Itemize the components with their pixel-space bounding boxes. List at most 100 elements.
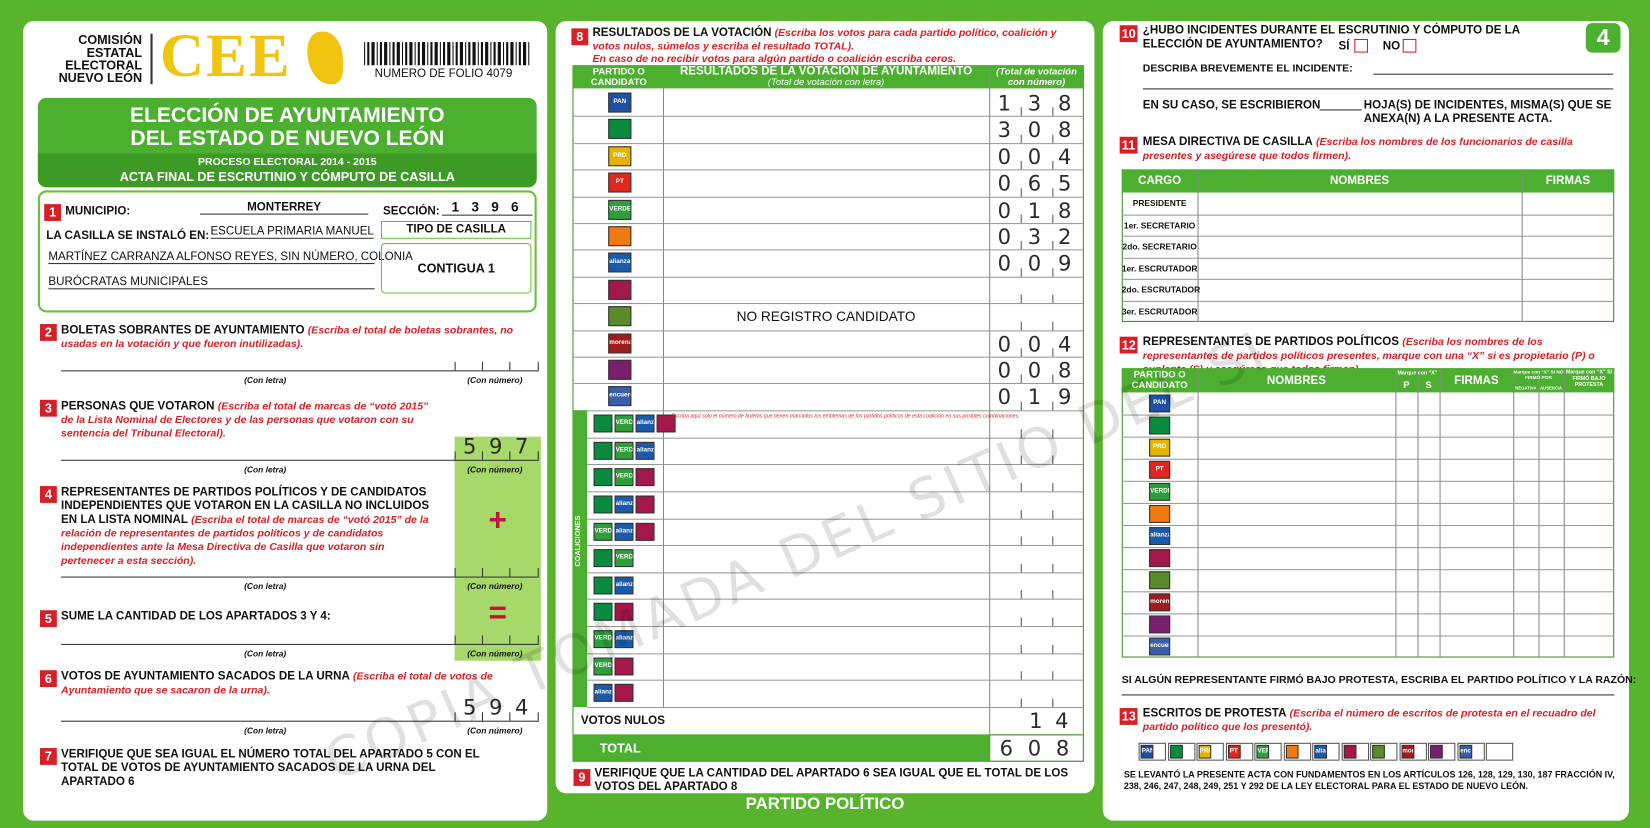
digit-divider bbox=[1020, 644, 1022, 654]
party-logo: VERDE bbox=[1256, 744, 1270, 759]
barcode-bar bbox=[485, 42, 489, 66]
address-line: MARTÍNEZ CARRANZA ALFONSO REYES, SIN NÚM… bbox=[48, 250, 413, 265]
section-instructions: (Escriba el número de escritos de protes… bbox=[1142, 708, 1596, 734]
party-logo bbox=[614, 603, 634, 622]
digit-divider bbox=[1052, 241, 1054, 250]
handwritten-nulos: 14 bbox=[1029, 708, 1082, 734]
party-logo bbox=[593, 495, 613, 514]
row-line bbox=[587, 653, 1084, 655]
divider bbox=[150, 33, 153, 85]
digit-divider bbox=[1020, 348, 1022, 357]
handwritten-vote: 308 bbox=[997, 117, 1089, 143]
hint: (Con número) bbox=[467, 649, 523, 659]
digit-divider bbox=[454, 568, 456, 577]
barcode-bar bbox=[379, 42, 382, 66]
digit-divider bbox=[1020, 214, 1022, 224]
section-instructions: (Escriba los nombres de los funcionarios… bbox=[1142, 136, 1573, 163]
row-line bbox=[1121, 300, 1615, 302]
party-logo: PRD bbox=[608, 146, 632, 167]
barcode-bar bbox=[427, 42, 429, 66]
role: 3er. ESCRUTADOR bbox=[1121, 306, 1198, 317]
no-candidate: NO REGISTRO CANDIDATO bbox=[736, 308, 916, 325]
row-line bbox=[1121, 480, 1615, 482]
org-name: ESTATAL bbox=[86, 45, 143, 60]
party-logo bbox=[635, 468, 655, 487]
party-logo bbox=[635, 495, 655, 514]
digit-divider bbox=[1020, 671, 1022, 681]
barcode-bar bbox=[506, 42, 509, 66]
page-badge bbox=[1585, 23, 1621, 53]
section-number: 6 bbox=[39, 670, 57, 688]
section-instructions: (Escriba el total de marcas de “votó 201… bbox=[61, 514, 429, 568]
party-logo: alianza bbox=[608, 252, 632, 273]
party-logo: alianza bbox=[635, 414, 655, 433]
section-instructions: (Escriba los votos para cada partido pol… bbox=[592, 27, 1057, 53]
section-heading: VOTOS DE AYUNTAMIENTO SACADOS DE LA URNA… bbox=[61, 670, 503, 697]
row-line bbox=[572, 142, 1084, 144]
digit-divider bbox=[1052, 455, 1054, 465]
party-logo: alianza bbox=[1314, 744, 1327, 759]
row-line bbox=[1121, 414, 1615, 416]
barcode-bar bbox=[515, 42, 517, 66]
write-line bbox=[1373, 73, 1614, 75]
title-line: ELECCIÓN DE AYUNTAMIENTO bbox=[129, 104, 445, 128]
handwritten-vote: 004 bbox=[997, 143, 1089, 170]
barcode-bar bbox=[465, 42, 467, 66]
column-subheader: (Total de votación con letra) bbox=[767, 76, 885, 88]
row-line bbox=[572, 223, 1084, 225]
section-heading: RESULTADOS DE LA VOTACIÓN (Escriba los v… bbox=[592, 26, 1087, 53]
section-heading: REPRESENTANTES DE PARTIDOS POLÍTICOS Y D… bbox=[61, 486, 440, 568]
column-line bbox=[1521, 169, 1523, 322]
write-line bbox=[1319, 109, 1362, 111]
barcode-bar bbox=[447, 42, 451, 66]
role: 2do. ESCRUTADOR bbox=[1121, 285, 1201, 295]
row-line bbox=[572, 303, 1084, 305]
hint: (Con número) bbox=[467, 375, 523, 386]
digit-divider bbox=[1052, 107, 1054, 117]
section-title: RESULTADOS DE LA VOTACIÓN bbox=[592, 26, 772, 39]
section-number: 9 bbox=[573, 769, 591, 786]
digit-divider bbox=[537, 568, 539, 577]
panel bbox=[555, 21, 1095, 794]
party-logo: VERDE bbox=[614, 549, 634, 568]
handwritten-vote: 138 bbox=[997, 90, 1089, 116]
party-logo: VERDE bbox=[614, 441, 634, 460]
checkbox bbox=[1402, 38, 1417, 53]
barcode-bar bbox=[439, 42, 441, 66]
digit-divider bbox=[1052, 187, 1054, 197]
section-instructions: (Escriba el total de marcas de “votó 201… bbox=[61, 400, 429, 440]
barcode-bar bbox=[452, 42, 454, 66]
write-line bbox=[1121, 694, 1615, 696]
digit-divider bbox=[1020, 590, 1022, 600]
digit-divider bbox=[537, 361, 539, 371]
party-logo bbox=[635, 522, 655, 541]
barcode-bar bbox=[518, 42, 521, 66]
digit-divider bbox=[481, 635, 484, 644]
column-header: P bbox=[1403, 379, 1410, 391]
party-logo bbox=[614, 684, 634, 703]
digit-divider bbox=[1020, 428, 1022, 438]
handwritten-vote: 009 bbox=[997, 250, 1089, 277]
label: LA CASILLA SE INSTALÓ EN: bbox=[46, 229, 210, 242]
party-logo bbox=[1149, 416, 1171, 435]
write-line bbox=[61, 720, 539, 722]
column-line bbox=[662, 88, 665, 708]
handwritten-vote: 065 bbox=[997, 170, 1089, 196]
option: SÍ bbox=[1338, 39, 1350, 53]
column-header: NOMBRES bbox=[1329, 174, 1390, 188]
barcode-bar bbox=[493, 42, 496, 66]
digit-divider bbox=[1020, 617, 1022, 627]
handwritten-vote: 018 bbox=[997, 197, 1089, 223]
section-instructions: (Escriba el total de boletas sobrantes, … bbox=[61, 325, 514, 351]
barcode-bar bbox=[490, 42, 492, 66]
title-line: DEL ESTADO DE NUEVO LEÓN bbox=[130, 127, 445, 151]
digit-divider bbox=[1052, 590, 1054, 600]
write-line bbox=[61, 459, 539, 461]
column-header: Marque con “X” bbox=[1397, 370, 1438, 377]
org-name: COMISIÓN bbox=[78, 32, 143, 48]
barcode-bar bbox=[401, 42, 404, 66]
row-line bbox=[1121, 214, 1615, 216]
digit-divider bbox=[1020, 268, 1022, 277]
party-logo: VERDE bbox=[593, 522, 613, 541]
section-heading: PERSONAS QUE VOTARON (Escriba el total d… bbox=[61, 400, 429, 441]
